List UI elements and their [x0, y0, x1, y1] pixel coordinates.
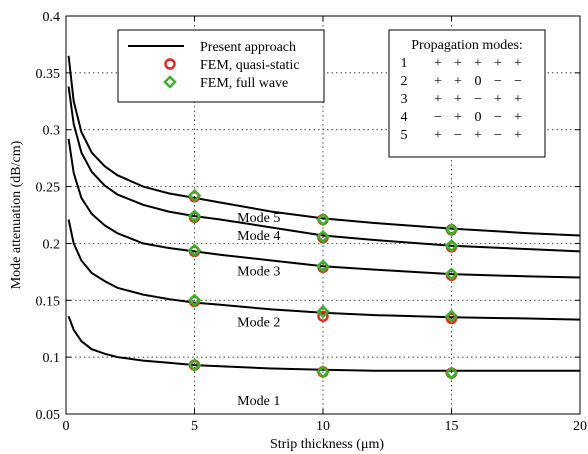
modes-table-sign: +	[514, 92, 522, 107]
modes-table-sign: +	[434, 56, 442, 71]
mode-1-curve	[67, 315, 580, 372]
mode-2-fem-quasi-static-point	[445, 312, 458, 325]
modes-table-sign: −	[494, 110, 502, 125]
mode-4-fem-full-wave-point	[187, 209, 202, 223]
mode-3-label: Mode 3	[237, 264, 280, 279]
modes-table-title: Propagation modes:	[411, 38, 523, 53]
legend-label-present: Present approach	[200, 40, 296, 55]
mode-3-curve	[67, 138, 581, 279]
x-tick-label: 0	[63, 419, 70, 434]
mode-4-fem-full-wave-point	[444, 238, 459, 253]
y-tick-label: 0.15	[36, 294, 61, 309]
axis-ticks: 0 5 10 15 200.050.10.150.20.250.30.350.4	[36, 10, 588, 434]
modes-table-mode-number: 5	[401, 128, 408, 143]
x-tick-label: 20	[573, 419, 587, 434]
x-tick-label: 10	[316, 419, 330, 434]
mode-5-fem-full-wave-point	[444, 223, 459, 237]
x-tick-label: 5	[191, 419, 198, 434]
y-tick-label: 0.1	[43, 351, 61, 366]
y-tick-label: 0.25	[36, 181, 61, 196]
modes-table-mode-number: 3	[401, 92, 408, 107]
modes-table-sign: +	[434, 74, 442, 89]
modes-table-sign: +	[494, 92, 502, 107]
legend-label-quasi-static: FEM, quasi-static	[200, 58, 300, 73]
y-tick-label: 0.2	[43, 237, 61, 252]
mode-5-fem-full-wave-point	[187, 188, 202, 203]
mode-2-fem-full-wave-point	[187, 293, 202, 308]
modes-table-sign: +	[434, 128, 442, 143]
mode-1-fem-full-wave-point	[316, 365, 330, 379]
y-tick-label: 0.05	[36, 408, 61, 423]
legend: Present approach FEM, quasi-static FEM, …	[117, 29, 325, 103]
legend-box	[117, 29, 325, 103]
mode-2-curve	[67, 219, 581, 321]
mode-3-fem-full-wave-point	[316, 259, 330, 273]
modes-table-mode-number: 4	[401, 110, 408, 125]
modes-table-sign: +	[514, 128, 522, 143]
modes-table-sign: 0	[475, 110, 482, 125]
modes-table-sign: −	[494, 128, 502, 143]
modes-table-sign: −	[514, 74, 522, 89]
x-axis-label: Strip thickness (μm)	[270, 437, 384, 452]
modes-table-sign: +	[454, 56, 462, 71]
y-tick-label: 0.4	[43, 10, 61, 25]
fem-markers	[187, 188, 459, 380]
modes-table-sign: −	[494, 74, 502, 89]
modes-table-mode-number: 1	[401, 56, 408, 71]
mode-5-fem-full-wave-point	[316, 212, 330, 227]
modes-table-sign: +	[474, 128, 482, 143]
modes-table-sign: +	[514, 110, 522, 125]
y-axis-label: Mode attenuation (dB/cm)	[9, 140, 24, 289]
mode-2-fem-full-wave-point	[444, 309, 459, 323]
y-tick-label: 0.3	[43, 124, 61, 139]
y-tick-label: 0.35	[36, 67, 61, 82]
propagation-modes-table: Propagation modes: 1 + + + + +2 + +0− −3 + + − + +4− +…	[388, 29, 546, 158]
x-tick-label: 15	[445, 419, 459, 434]
mode-4-fem-full-wave-point	[316, 229, 330, 244]
mode-2-label: Mode 2	[237, 316, 280, 331]
mode-5-label: Mode 5	[237, 211, 280, 226]
modes-table-sign: −	[434, 110, 442, 125]
mode-1-fem-full-wave-point	[187, 358, 202, 372]
mode-4-curve	[67, 86, 581, 253]
legend-diamond-swatch	[163, 75, 177, 89]
modes-table-sign: +	[454, 74, 462, 89]
legend-label-full-wave: FEM, full wave	[200, 76, 288, 91]
mode-3-fem-full-wave-point	[444, 267, 459, 281]
modes-table-sign: +	[454, 110, 462, 125]
mode-2-fem-quasi-static-point	[317, 310, 329, 322]
modes-table-sign: −	[454, 128, 462, 143]
modes-table-sign: +	[454, 92, 462, 107]
modes-table-sign: −	[474, 92, 482, 107]
mode-1-fem-full-wave-point	[444, 366, 459, 380]
modes-table-sign: +	[494, 56, 502, 71]
mode-labels: Mode 1 Mode 2 Mode 3 Mode 4 Mode 5	[237, 211, 280, 409]
modes-table-sign: +	[434, 92, 442, 107]
mode-1-label: Mode 1	[237, 394, 280, 409]
mode-3-fem-full-wave-point	[187, 243, 202, 258]
modes-table-sign: 0	[475, 74, 482, 89]
modes-table-sign: +	[514, 56, 522, 71]
mode-4-label: Mode 4	[237, 229, 280, 244]
modes-table-sign: +	[474, 56, 482, 71]
modes-table-box	[388, 29, 546, 158]
legend-circle-swatch	[164, 58, 176, 70]
mode-curves	[67, 55, 581, 372]
modes-table-rows: 1 + + + + +2 + +0− −3 + + − + +4− +0− +5 + − + − +	[401, 56, 523, 143]
mode-2-fem-full-wave-point	[316, 304, 330, 319]
modes-table-mode-number: 2	[401, 74, 408, 89]
mode-5-curve	[67, 55, 581, 237]
